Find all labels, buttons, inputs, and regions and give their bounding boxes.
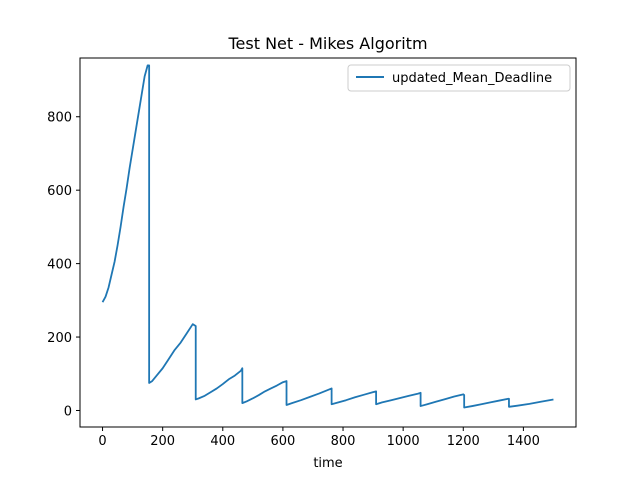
y-axis: 0 200 400 600 800 [47,111,80,419]
x-tick-label: 0 [98,434,106,449]
y-tick-label: 400 [47,258,72,273]
y-tick-label: 200 [47,331,72,346]
legend-box [347,64,571,92]
axes-frame [79,57,577,428]
x-tick-label: 1400 [507,434,540,449]
x-tick-label: 1000 [387,434,420,449]
plot-area [101,64,554,409]
x-tick-label: 400 [210,434,235,449]
x-tick-label: 600 [270,434,295,449]
y-tick-label: 600 [47,184,72,199]
legend: updated_Mean_Deadline [347,64,571,92]
x-tick-label: 200 [150,434,175,449]
y-tick-label: 800 [47,111,72,126]
series-line-0 [101,64,554,409]
legend-label: updated_Mean_Deadline [392,71,552,86]
x-axis: 0 200 400 600 800 1000 1200 1400 [98,427,540,449]
chart-title: Test Net - Mikes Algoritm [227,34,427,53]
x-tick-label: 1200 [447,434,480,449]
x-tick-label: 800 [331,434,356,449]
x-axis-label: time [313,456,342,471]
y-tick-label: 0 [64,404,72,419]
